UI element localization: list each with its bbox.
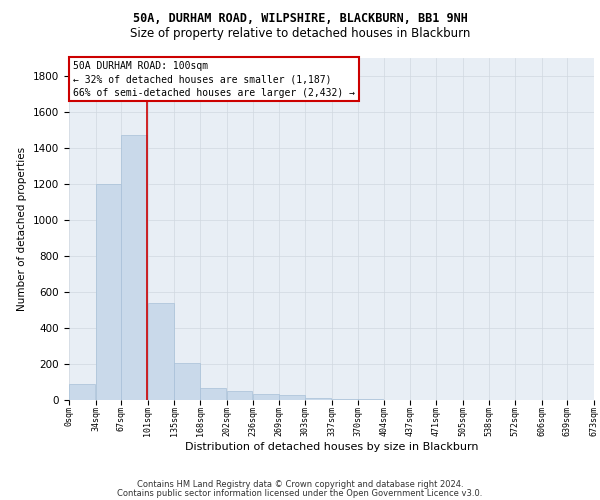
- Bar: [305, 398, 331, 400]
- Bar: [332, 399, 358, 400]
- Bar: [200, 388, 226, 400]
- Text: 50A DURHAM ROAD: 100sqm
← 32% of detached houses are smaller (1,187)
66% of semi: 50A DURHAM ROAD: 100sqm ← 32% of detache…: [73, 61, 355, 98]
- Bar: [253, 394, 279, 400]
- X-axis label: Distribution of detached houses by size in Blackburn: Distribution of detached houses by size …: [185, 442, 478, 452]
- Bar: [279, 395, 305, 400]
- Text: 50A, DURHAM ROAD, WILPSHIRE, BLACKBURN, BB1 9NH: 50A, DURHAM ROAD, WILPSHIRE, BLACKBURN, …: [133, 12, 467, 26]
- Text: Size of property relative to detached houses in Blackburn: Size of property relative to detached ho…: [130, 28, 470, 40]
- Bar: [69, 384, 95, 400]
- Bar: [121, 135, 147, 400]
- Text: Contains HM Land Registry data © Crown copyright and database right 2024.: Contains HM Land Registry data © Crown c…: [137, 480, 463, 489]
- Bar: [227, 392, 253, 400]
- Text: Contains public sector information licensed under the Open Government Licence v3: Contains public sector information licen…: [118, 489, 482, 498]
- Y-axis label: Number of detached properties: Number of detached properties: [17, 146, 28, 311]
- Bar: [95, 184, 121, 400]
- Bar: [148, 302, 173, 400]
- Bar: [175, 363, 200, 400]
